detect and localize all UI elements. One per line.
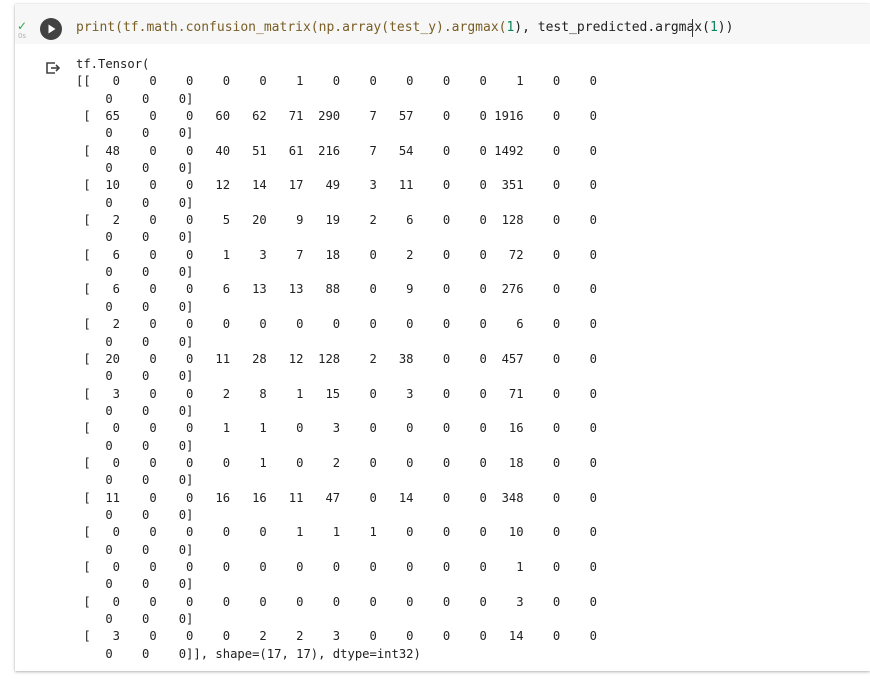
output-redirect-icon[interactable] — [45, 60, 61, 76]
text-cursor — [692, 19, 693, 37]
code-number: 1 — [709, 20, 718, 35]
execution-status: ✓ 0s — [15, 19, 29, 41]
code-line[interactable]: print(tf.math.confusion_matrix(np.array(… — [76, 17, 733, 39]
run-cell-button[interactable] — [40, 18, 62, 40]
play-icon — [48, 24, 56, 34]
notebook-code-cell[interactable]: ✓ 0s print(tf.math.confusion_matrix(np.a… — [15, 4, 870, 671]
execution-time: 0s — [17, 32, 27, 40]
code-editor[interactable]: ✓ 0s print(tf.math.confusion_matrix(np.a… — [15, 4, 870, 44]
code-part: print(tf.math.confusion_matrix(np.array(… — [76, 20, 507, 35]
code-part: )) — [717, 20, 734, 35]
checkmark-icon: ✓ — [16, 19, 28, 33]
code-part: ), test_predicted.argmax( — [514, 20, 710, 35]
cell-output-text: tf.Tensor( [[ 0 0 0 0 0 1 0 0 0 0 0 1 0 … — [76, 57, 597, 661]
code-number: 1 — [506, 20, 515, 35]
